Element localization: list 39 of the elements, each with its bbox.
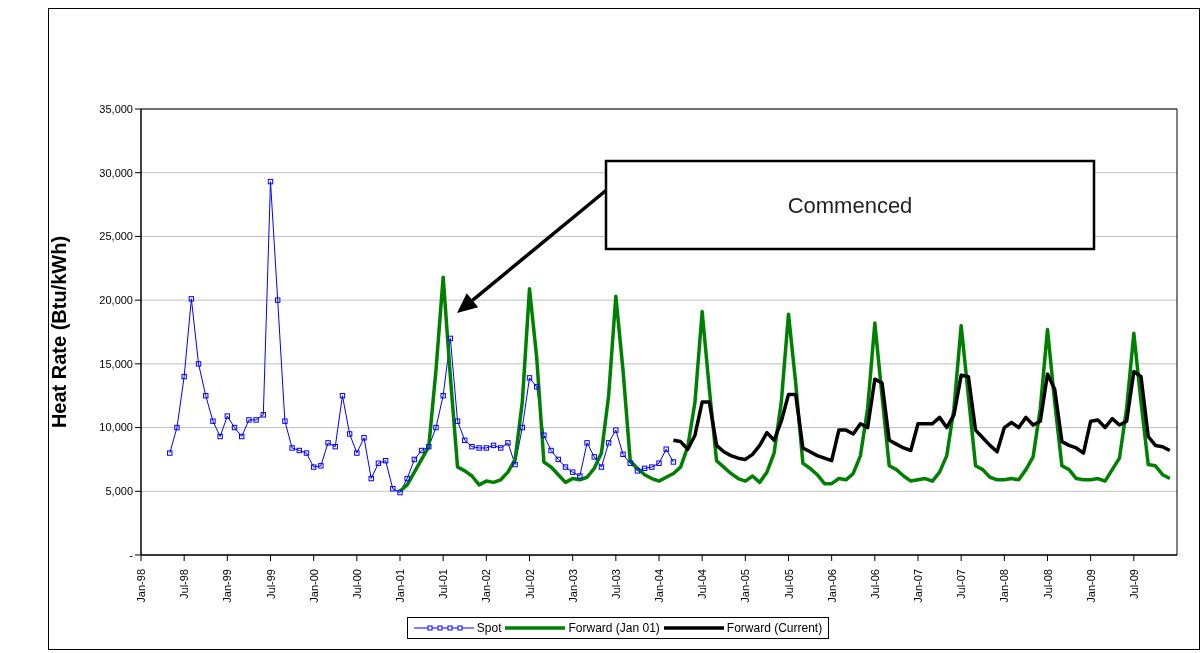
x-tick-label: Jul-03 [609,569,622,599]
x-tick-label: Jan-09 [1084,569,1097,603]
y-tick-label: 20,000 [99,294,133,307]
x-tick-label: Jul-06 [868,569,881,599]
legend-label: Forward (Current) [726,621,823,635]
x-tick-label: Jan-08 [998,569,1011,603]
x-tick-label: Jul-00 [350,569,363,599]
y-tick-label: 15,000 [99,357,133,370]
y-tick-label: - [129,548,134,561]
x-tick-label: Jan-03 [566,569,579,603]
x-tick-label: Jul-98 [178,569,191,599]
x-tick-label: Jan-07 [912,569,924,603]
x-tick-label: Jul-07 [955,569,968,599]
legend-label: Spot [476,621,502,635]
x-tick-label: Jan-04 [653,569,665,603]
x-tick-label: Jan-05 [739,569,752,603]
x-tick-label: Jan-06 [825,569,838,603]
x-tick-label: Jan-99 [221,569,234,603]
line-series [398,275,1172,494]
legend-label: Forward (Jan 01) [568,621,660,635]
y-tick-label: 25,000 [99,230,133,243]
y-axis-title: Heat Rate (Btu/kWh) [48,235,71,429]
y-tick-label: 5,000 [105,485,133,498]
x-tick-label: Jul-01 [437,569,450,599]
x-tick-label: Jan-00 [307,569,320,603]
x-tick-label: Jul-09 [1127,569,1140,599]
x-tick-label: Jul-02 [523,569,536,599]
x-tick-label: Jan-02 [480,569,493,603]
x-tick-label: Jul-08 [1041,569,1054,599]
x-tick-label: Jul-05 [782,569,795,599]
x-tick-label: Jul-99 [264,569,277,599]
y-tick-label: 30,000 [99,166,133,179]
line-series [671,369,1172,463]
annotation: Commenced [787,192,913,218]
y-tick-label: 10,000 [99,421,133,434]
y-tick-label: 35,000 [99,102,133,115]
x-tick-label: Jan-98 [135,569,147,603]
x-tick-label: Jan-01 [394,569,406,603]
x-tick-label: Jul-04 [696,569,709,599]
